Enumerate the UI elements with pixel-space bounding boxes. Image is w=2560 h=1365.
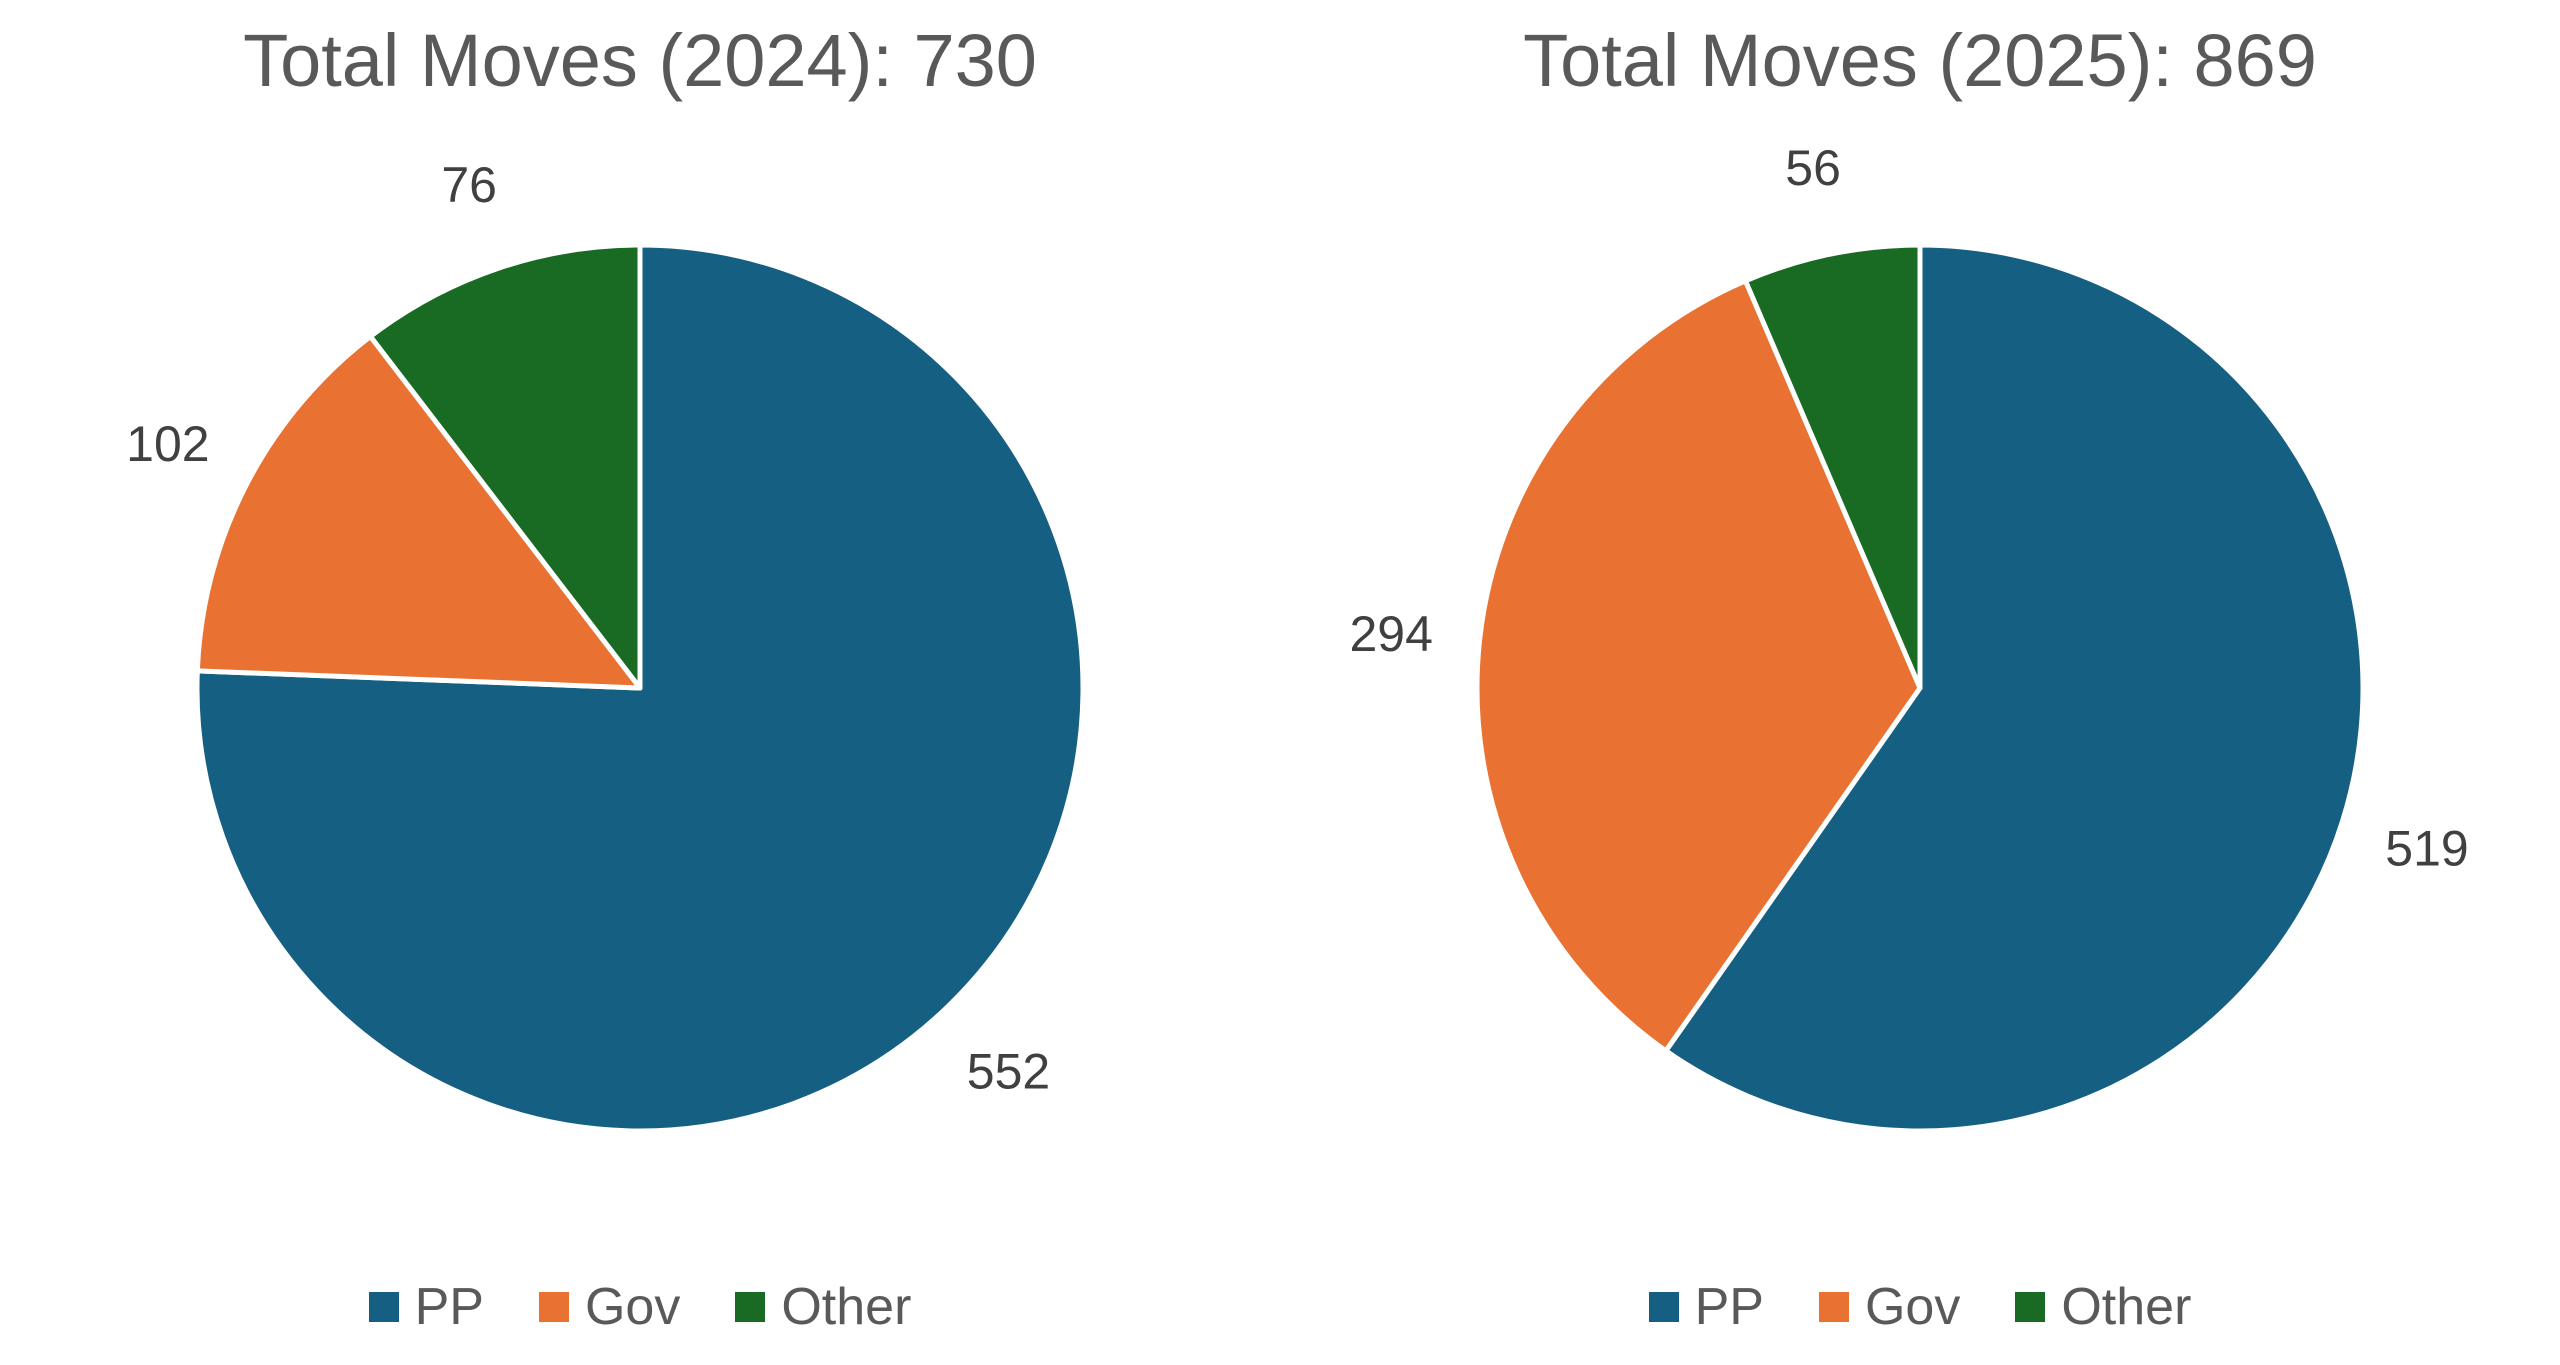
legend-swatch-pp xyxy=(1648,1292,1679,1322)
legend-swatch-other xyxy=(735,1292,766,1322)
legend-item-other: Other xyxy=(2015,1277,2191,1337)
data-label-other: 56 xyxy=(1785,140,1841,196)
pie-slice-gov xyxy=(1474,278,1923,1054)
chart-title: Total Moves (2025): 869 xyxy=(1523,19,2317,102)
legend-item-pp: PP xyxy=(1648,1277,1764,1337)
legend-swatch-other xyxy=(2015,1292,2046,1322)
pie-chart-2025: Total Moves (2025): 869 519 294 56 PP Gov … xyxy=(1280,0,2560,1365)
chart-title: Total Moves (2024): 730 xyxy=(243,19,1037,102)
legend: PP Gov Other xyxy=(0,1277,1280,1337)
legend-label: Other xyxy=(781,1278,912,1336)
legend-label: PP xyxy=(414,1278,484,1336)
legend-label: Gov xyxy=(1864,1278,1961,1336)
legend-label: Gov xyxy=(584,1278,681,1336)
pie-slice-pp xyxy=(1663,242,2366,1134)
legend: PP Gov Other xyxy=(1280,1277,2560,1337)
pie-slice-other xyxy=(1742,242,1923,691)
legend-swatch-gov xyxy=(538,1292,569,1322)
legend-label: PP xyxy=(1694,1278,1764,1336)
legend-item-gov: Gov xyxy=(1818,1277,1961,1337)
data-label-pp: 552 xyxy=(967,1044,1050,1100)
data-label-pp: 519 xyxy=(2385,820,2468,876)
legend-item-pp: PP xyxy=(368,1277,484,1337)
data-label-gov: 102 xyxy=(126,416,209,472)
data-label-other: 76 xyxy=(441,157,497,213)
legend-swatch-pp xyxy=(368,1292,399,1322)
legend-swatch-gov xyxy=(1818,1292,1849,1322)
pie-slice-other xyxy=(367,242,643,691)
pie-slice-gov xyxy=(194,333,643,691)
pie-plot: 552 102 76 xyxy=(126,157,1086,1134)
legend-item-gov: Gov xyxy=(538,1277,681,1337)
data-label-gov: 294 xyxy=(1349,606,1432,662)
pie-chart-2024: Total Moves (2024): 730 552 102 76 PP Gov … xyxy=(0,19,1280,1337)
pie-slice-pp xyxy=(194,242,1086,1134)
legend-item-other: Other xyxy=(735,1277,911,1337)
pie-plot: 519 294 56 xyxy=(1349,140,2469,1134)
legend-label: Other xyxy=(2061,1278,2192,1336)
